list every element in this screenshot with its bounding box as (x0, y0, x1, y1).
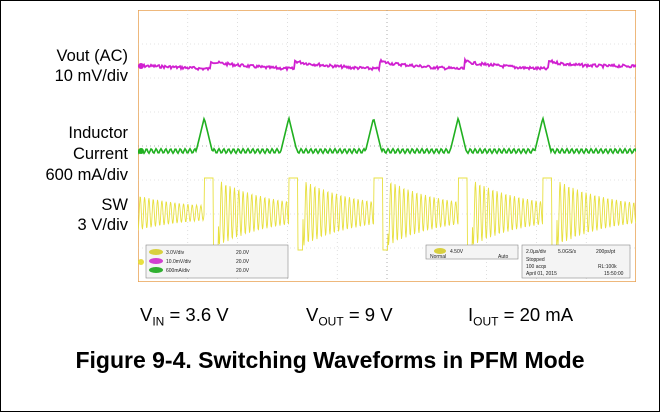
il-label-name: Inductor (68, 124, 128, 142)
vout-label-name: Vout (AC) (56, 47, 128, 65)
ch1-offset-readout: 20.0V (236, 250, 250, 256)
vout-trace (138, 56, 636, 73)
rl-readout: RL:100k (598, 264, 617, 270)
state-readout: Stopped (526, 257, 545, 263)
timebase-readout: 2.0µs/div (526, 249, 547, 255)
channel-markers (138, 63, 144, 265)
oscilloscope-plot: 3.0V/div 10.0mV/div 600mA/div 20.0V 20.0… (138, 10, 636, 282)
time-readout: 15:50:00 (604, 271, 624, 277)
oscilloscope-display: 3.0V/div 10.0mV/div 600mA/div 20.0V 20.0… (138, 10, 636, 282)
ch3-scale-readout: 600mA/div (166, 268, 190, 274)
ch3-badge (149, 267, 163, 273)
acqs-readout: 100 acqs (526, 264, 547, 270)
ch2-scale-readout: 10.0mV/div (166, 259, 192, 265)
ch2-offset-readout: 20.0V (236, 259, 250, 265)
test-conditions: VIN = 3.6 V VOUT = 9 V IOUT = 20 mA (0, 304, 660, 334)
date-readout: April 01, 2015 (526, 271, 557, 277)
trigger-level-readout: 4.50V (450, 249, 464, 255)
record-readout: 200ps/pt (596, 249, 616, 255)
acq-mode-readout: Normal (430, 254, 446, 260)
ch3-offset-readout: 20.0V (236, 268, 250, 274)
vout-condition: VOUT = 9 V (306, 304, 393, 329)
ch2-badge (149, 258, 163, 264)
sample-rate-readout: 5.0GS/s (558, 249, 577, 255)
trigger-badge (434, 248, 446, 254)
il-label-scale: 600 mA/div (45, 166, 128, 184)
vout-label-scale: 10 mV/div (54, 67, 128, 85)
readout-box-left: 3.0V/div 10.0mV/div 600mA/div 20.0V 20.0… (145, 244, 289, 279)
vin-condition: VIN = 3.6 V (140, 304, 229, 329)
vout-marker (138, 63, 144, 69)
iout-condition: IOUT = 20 mA (468, 304, 574, 329)
ch1-scale-readout: 3.0V/div (166, 250, 185, 256)
il-label-name2: Current (72, 145, 128, 163)
sw-label-name: SW (101, 196, 128, 214)
trigger-mode-readout: Auto (498, 254, 509, 260)
sw-label-scale: 3 V/div (77, 216, 128, 234)
ch1-badge (149, 249, 163, 255)
figure-title: Figure 9-4. Switching Waveforms in PFM M… (75, 347, 585, 373)
il-marker (138, 148, 144, 154)
readout-box-timebase: 2.0µs/div 5.0GS/s 200ps/pt Stopped 100 a… (521, 244, 631, 279)
inductor-current-trace (138, 115, 636, 155)
readout-box-trigger: 4.50V Normal Auto (425, 244, 519, 260)
sw-marker (138, 259, 144, 265)
